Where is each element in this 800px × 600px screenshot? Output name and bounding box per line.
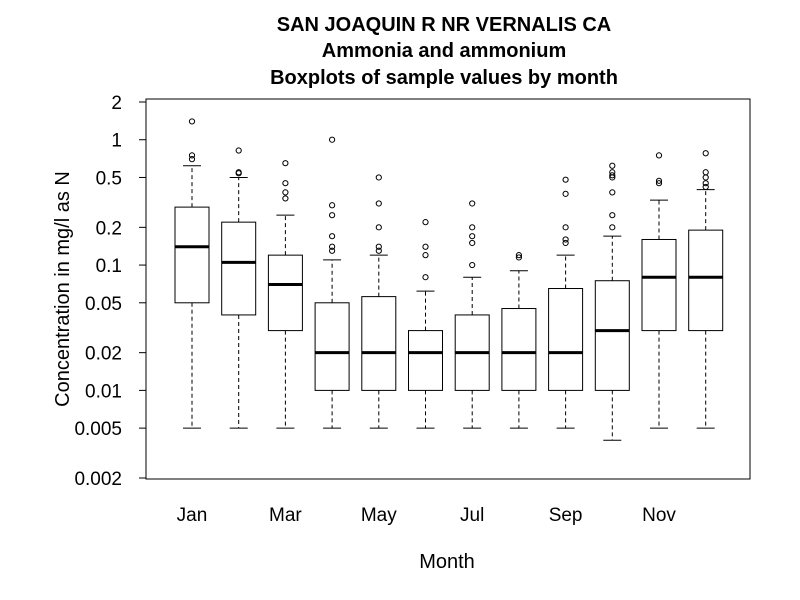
outlier-point [702, 150, 709, 157]
chart-subtitle: Ammonia and ammonium [322, 40, 566, 62]
box-iqr [174, 206, 210, 304]
outlier-point [515, 252, 523, 259]
y-tick-label: 0.01 [85, 381, 122, 402]
outlier-point [609, 172, 616, 179]
outlier-point [375, 243, 382, 250]
outlier-point [609, 212, 616, 219]
y-tick-label: 0.1 [96, 256, 122, 277]
box-month-7 [454, 200, 490, 429]
x-tick-label: Jan [177, 505, 208, 526]
box-month-9 [548, 176, 584, 429]
y-axis-label: Concentration in mg/l as N [52, 171, 74, 407]
y-tick-label: 2 [111, 93, 122, 114]
outlier-point [329, 247, 336, 254]
outlier-point [469, 224, 476, 231]
outlier-point [655, 177, 663, 184]
outlier-point [282, 160, 289, 167]
box-month-11 [641, 152, 677, 429]
outlier-point [329, 233, 336, 240]
outlier-point [329, 202, 336, 209]
outlier-point [188, 156, 196, 163]
outlier-point [422, 243, 429, 250]
outlier-point [375, 174, 382, 181]
box-month-2 [221, 147, 257, 429]
box-iqr [267, 254, 303, 332]
box-month-3 [267, 160, 303, 429]
outlier-point [422, 252, 429, 259]
outlier-point [655, 180, 663, 187]
box-iqr [314, 302, 350, 391]
x-tick-label: May [361, 505, 397, 526]
box-month-10 [594, 162, 630, 441]
x-axis: Jan Mar May Jul Sep Nov [177, 505, 677, 526]
boxes [174, 118, 724, 441]
box-iqr [501, 308, 537, 391]
outlier-point [562, 236, 569, 243]
outlier-point [188, 152, 196, 159]
y-tick-label: 0.005 [74, 419, 122, 440]
box-iqr [221, 221, 257, 316]
x-axis-label: Month [419, 551, 475, 573]
outlier-point [562, 224, 569, 231]
outlier-point [515, 254, 523, 261]
y-tick-label: 0.05 [85, 294, 122, 315]
box-month-5 [361, 174, 397, 429]
box-iqr [594, 280, 630, 391]
x-tick-label: Jul [460, 505, 484, 526]
outlier-point [562, 239, 569, 247]
x-tick-label: Mar [269, 505, 302, 526]
outlier-point [702, 183, 709, 191]
chart-subtitle-2: Boxplots of sample values by month [270, 67, 618, 89]
outlier-point [469, 239, 476, 247]
chart-title: SAN JOAQUIN R NR VERNALIS CA [277, 14, 611, 36]
outlier-point [422, 219, 429, 226]
box-month-12 [688, 150, 724, 429]
outlier-point [329, 243, 336, 250]
outlier-point [235, 170, 242, 177]
x-tick-label: Sep [549, 505, 583, 526]
x-tick-label: Nov [642, 505, 676, 526]
outlier-point [609, 224, 616, 231]
outlier-point [655, 152, 663, 159]
y-tick-label: 0.02 [85, 344, 122, 365]
outlier-point [609, 162, 616, 169]
box-month-6 [408, 219, 443, 429]
outlier-point [235, 147, 242, 154]
outlier-point [375, 200, 382, 207]
outlier-point [562, 190, 569, 197]
outlier-point [702, 169, 709, 176]
outlier-point [375, 224, 382, 231]
box-month-4 [314, 136, 350, 429]
outlier-point [562, 176, 569, 183]
outlier-point [469, 233, 476, 240]
outlier-point [282, 189, 289, 196]
box-iqr [361, 296, 397, 391]
outlier-point [469, 200, 476, 207]
y-tick-label: 1 [111, 131, 122, 152]
y-axis: 2 1 0.5 0.2 0.1 0.05 0.02 0.01 0.005 0.002 [74, 93, 146, 490]
outlier-point [702, 180, 709, 187]
box-month-1 [174, 118, 210, 429]
outlier-point [422, 274, 429, 281]
box-iqr [641, 238, 677, 332]
plot-frame [145, 98, 751, 480]
y-tick-label: 0.2 [96, 218, 122, 239]
outlier-point [469, 261, 476, 269]
outlier-point [282, 180, 289, 187]
outlier-point [282, 195, 289, 202]
box-iqr [408, 330, 443, 391]
box-month-8 [501, 252, 537, 429]
y-tick-label: 0.002 [74, 469, 122, 490]
outlier-point [702, 174, 709, 181]
outlier-point [609, 174, 616, 181]
outlier-point [188, 118, 196, 125]
box-iqr [548, 288, 584, 391]
outlier-point [609, 189, 616, 196]
y-tick-label: 0.5 [96, 168, 122, 189]
outlier-point [329, 212, 336, 219]
box-iqr [688, 229, 724, 332]
outlier-point [329, 136, 336, 143]
outlier-point [375, 247, 382, 254]
